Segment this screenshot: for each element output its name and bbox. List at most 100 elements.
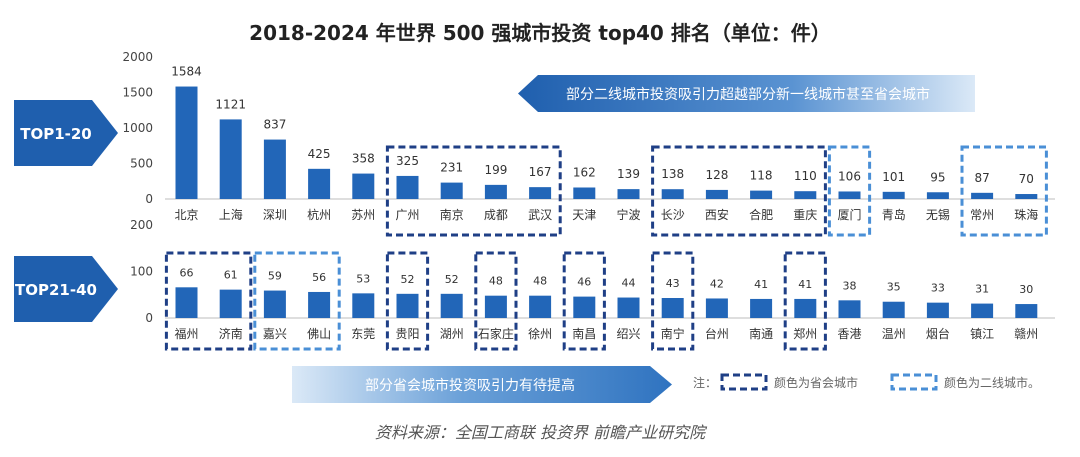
top-capital-box	[651, 145, 827, 237]
bottom-value-label: 44	[622, 277, 636, 290]
top-bar	[1015, 194, 1038, 199]
top-category-label: 武汉	[528, 208, 552, 222]
bottom-capital-box	[783, 251, 827, 351]
top-panel-label: TOP1-20	[20, 125, 92, 143]
bottom-category-label: 徐州	[528, 326, 552, 341]
bottom-value-label: 31	[975, 283, 989, 296]
top-capital-box	[385, 145, 562, 237]
top-category-label: 合肥	[749, 207, 773, 222]
bottom-value-label: 56	[312, 271, 326, 284]
bottom-category-label: 东莞	[351, 327, 375, 341]
chart-title: 2018-2024 年世界 500 强城市投资 top40 排名（单位：件）	[249, 21, 831, 45]
bottom-value-label: 61	[224, 269, 238, 282]
top-y-tick-label: 0	[145, 192, 153, 206]
top-highlight-boxes	[385, 145, 1048, 237]
top-bar	[175, 86, 198, 199]
bottom-bar	[882, 301, 905, 318]
bottom-category-label: 嘉兴	[263, 327, 287, 341]
top-bar	[971, 192, 994, 199]
top-bars: 1584 北京 1121 上海 837 深圳 425 杭州 358 苏州 325 广州 231 南京 199…	[171, 65, 1038, 222]
top-value-label: 1584	[171, 65, 202, 79]
bottom-bar	[705, 298, 728, 318]
bottom-value-label: 52	[401, 273, 415, 286]
legend: 注： 颜色为省会城市 颜色为二线城市。	[693, 373, 1040, 391]
bottom-value-label: 38	[843, 279, 857, 292]
bottom-category-label: 福州	[174, 326, 198, 341]
bottom-category-label: 温州	[882, 327, 906, 341]
top-y-tick-label: 2000	[122, 50, 153, 64]
bottom-highlight-boxes	[164, 251, 827, 351]
bottom-bar	[794, 298, 817, 318]
top-category-label: 青岛	[882, 207, 906, 222]
bottom-category-label: 贵阳	[395, 327, 419, 341]
bottom-capital-box	[474, 251, 518, 351]
bottom-bars: 66 福州 61 济南 59 嘉兴 56 佛山 53 东莞 52 贵阳 52 湖州 48 石家庄 48 徐州 46 南…	[174, 266, 1038, 341]
top-y-tick-label: 1500	[122, 86, 153, 100]
top-value-label: 110	[794, 169, 817, 183]
top-y-tick-label: 1000	[122, 121, 153, 135]
bottom-bar	[971, 303, 994, 318]
top-category-label: 长沙	[661, 208, 685, 222]
legend-prefix: 注：	[693, 375, 717, 390]
top-bar	[794, 191, 817, 199]
legend-second-swatch	[890, 373, 938, 391]
top-category-label: 宁波	[616, 207, 640, 222]
bottom-bar	[263, 290, 286, 318]
top-value-label: 101	[882, 170, 905, 184]
bottom-bar	[308, 291, 331, 318]
top-category-label: 广州	[395, 208, 419, 222]
bottom-value-label: 53	[356, 272, 370, 285]
bottom-bar	[219, 289, 242, 318]
bottom-value-label: 52	[445, 273, 459, 286]
top-value-label: 162	[573, 165, 596, 179]
top-category-label: 常州	[970, 208, 994, 222]
bottom-value-label: 35	[887, 281, 901, 294]
top-bar	[219, 119, 242, 199]
bottom-bar	[617, 297, 640, 318]
bottom-value-label: 42	[710, 277, 724, 290]
top-panel-badge	[14, 100, 118, 166]
bottom-value-label: 33	[931, 282, 945, 295]
top-value-label: 139	[617, 167, 640, 181]
bottom-capital-box	[385, 251, 430, 351]
bottom-bar	[838, 300, 861, 318]
bottom-category-label: 南宁	[661, 326, 685, 341]
top-bar	[484, 184, 507, 199]
top-value-label: 358	[352, 152, 375, 166]
top-bar	[661, 189, 684, 199]
bottom-value-label: 46	[577, 276, 591, 289]
top-value-label: 231	[440, 161, 463, 175]
top-category-label: 西安	[705, 207, 729, 222]
bottom-value-label: 48	[489, 275, 503, 288]
legend-capital-text: 颜色为省会城市	[774, 375, 858, 390]
bottom-bar	[396, 293, 419, 318]
top-category-label: 苏州	[351, 208, 375, 222]
top-category-label: 南京	[440, 207, 464, 222]
top-bar	[529, 187, 552, 199]
bottom-panel-label: TOP21-40	[15, 281, 97, 299]
top-category-label: 杭州	[307, 207, 331, 222]
top-bar	[440, 182, 463, 199]
top-category-label: 深圳	[263, 208, 287, 222]
bottom-callout-text: 部分省会城市投资吸引力有待提高	[365, 377, 575, 394]
bottom-capital-box	[164, 251, 253, 351]
bottom-category-label: 石家庄	[478, 326, 514, 341]
bottom-value-label: 43	[666, 277, 680, 290]
top-bar	[617, 189, 640, 199]
top-value-label: 138	[661, 167, 684, 181]
top-second-tier-box	[960, 145, 1048, 237]
top-value-label: 425	[308, 147, 331, 161]
source-note: 资料来源：全国工商联 投资界 前瞻产业研究院	[375, 423, 708, 442]
bottom-bar	[484, 295, 507, 318]
bottom-category-label: 赣州	[1014, 327, 1038, 341]
bottom-category-label: 佛山	[307, 327, 331, 341]
bottom-category-label: 烟台	[926, 326, 950, 341]
bottom-bar	[750, 298, 773, 318]
top-value-label: 118	[750, 169, 773, 183]
bottom-y-axis: 0 100 200	[130, 218, 153, 325]
bottom-bar	[926, 302, 949, 318]
bottom-panel-badge	[14, 256, 118, 322]
bottom-category-label: 香港	[837, 327, 861, 341]
top-bar	[705, 189, 728, 199]
